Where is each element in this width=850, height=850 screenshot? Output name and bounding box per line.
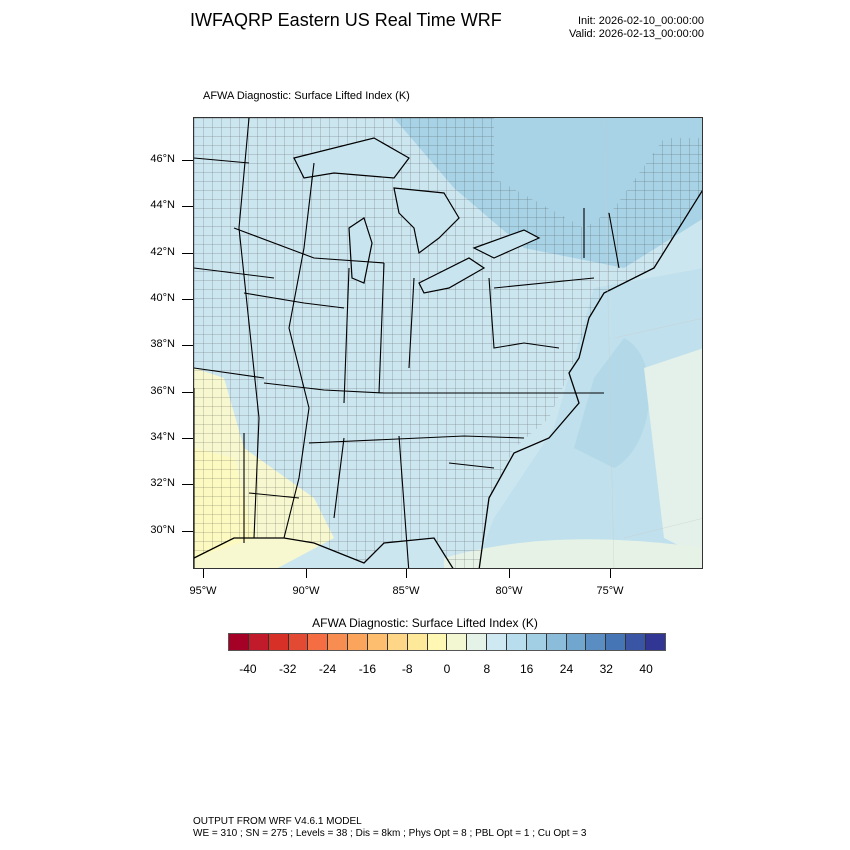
colorbar-swatch — [447, 634, 468, 650]
lat-tick — [182, 345, 193, 346]
lon-tick — [509, 569, 510, 578]
lat-label: 30°N — [150, 524, 175, 536]
lon-tick — [203, 569, 204, 578]
init-time: Init: 2026-02-10_00:00:00 — [578, 15, 704, 27]
colorbar — [228, 633, 666, 651]
lat-tick — [182, 299, 193, 300]
lat-tick — [182, 438, 193, 439]
colorbar-swatch — [606, 634, 627, 650]
colorbar-swatch — [626, 634, 647, 650]
lat-tick — [182, 160, 193, 161]
gulf-coastline — [194, 537, 454, 568]
lon-label: 85°W — [392, 585, 420, 597]
page-title: IWFAQRP Eastern US Real Time WRF — [190, 10, 502, 30]
colorbar-tick-label: 24 — [559, 662, 574, 676]
colorbar-swatch — [427, 634, 448, 650]
lat-label: 44°N — [150, 199, 175, 211]
colorbar-swatch — [248, 634, 269, 650]
colorbar-swatch — [407, 634, 428, 650]
colorbar-tick-label: 8 — [483, 662, 491, 676]
time-info: Init: 2026-02-10_00:00:00 Valid: 2026-02… — [569, 15, 704, 41]
graticule — [603, 118, 702, 568]
colorbar-swatch — [348, 634, 369, 650]
valid-time: Valid: 2026-02-13_00:00:00 — [569, 28, 704, 40]
lat-label: 38°N — [150, 338, 175, 350]
lon-tick — [306, 569, 307, 578]
lon-label: 80°W — [495, 585, 523, 597]
colorbar-tick-label: 40 — [639, 662, 653, 676]
colorbar-swatch — [328, 634, 349, 650]
lake-michigan — [348, 217, 373, 284]
lat-tick — [182, 206, 193, 207]
lake-superior — [293, 137, 410, 179]
colorbar-tick-label: -40 — [239, 662, 257, 676]
colorbar-swatch — [487, 634, 508, 650]
lake-erie — [418, 257, 486, 294]
lat-label: 32°N — [150, 477, 175, 489]
colorbar-swatch — [368, 634, 388, 650]
colorbar-tick-label: -24 — [318, 662, 337, 676]
county-boundaries — [194, 118, 702, 568]
colorbar-title: AFWA Diagnostic: Surface Lifted Index (K… — [312, 616, 538, 630]
map-field — [194, 118, 702, 568]
colorbar-tick-label: -8 — [401, 662, 413, 676]
colorbar-swatch — [507, 634, 527, 650]
lat-label: 42°N — [150, 246, 175, 258]
lon-label: 90°W — [292, 585, 320, 597]
state-boundaries — [194, 118, 620, 568]
plot-subtitle: AFWA Diagnostic: Surface Lifted Index (K… — [203, 90, 410, 102]
colorbar-swatch — [288, 634, 309, 650]
atlantic-coastline — [478, 189, 702, 568]
colorbar-tick-label: -16 — [358, 662, 377, 676]
lake-huron — [393, 187, 460, 255]
lat-tick — [182, 484, 193, 485]
lon-tick — [406, 569, 407, 578]
lat-label: 40°N — [150, 292, 175, 304]
model-info: OUTPUT FROM WRF V4.6.1 MODEL WE = 310 ; … — [193, 816, 586, 840]
colorbar-tick-label: 32 — [599, 662, 613, 676]
colorbar-tick-label: 0 — [443, 662, 451, 676]
lat-tick — [182, 392, 193, 393]
colorbar-swatch — [308, 634, 329, 650]
model-config: WE = 310 ; SN = 275 ; Levels = 38 ; Dis … — [193, 828, 587, 839]
lon-tick — [610, 569, 611, 578]
lat-label: 34°N — [150, 431, 175, 443]
colorbar-swatch — [467, 634, 488, 650]
model-version: OUTPUT FROM WRF V4.6.1 MODEL — [193, 816, 362, 827]
colorbar-swatch — [586, 634, 607, 650]
lat-tick — [182, 253, 193, 254]
colorbar-tick-label: 16 — [519, 662, 534, 676]
colorbar-swatch — [387, 634, 408, 650]
colorbar-swatch — [566, 634, 587, 650]
lat-label: 36°N — [150, 385, 175, 397]
colorbar-swatch — [268, 634, 289, 650]
lon-label: 95°W — [189, 585, 217, 597]
colorbar-swatch — [646, 634, 665, 650]
lake-ontario — [472, 229, 541, 259]
colorbar-swatch — [229, 634, 249, 650]
colorbar-swatch — [526, 634, 547, 650]
map-plot — [193, 117, 703, 569]
lat-tick — [182, 531, 193, 532]
lon-label: 75°W — [596, 585, 624, 597]
lat-label: 46°N — [150, 153, 175, 165]
colorbar-tick-label: -32 — [279, 662, 297, 676]
colorbar-swatch — [546, 634, 567, 650]
